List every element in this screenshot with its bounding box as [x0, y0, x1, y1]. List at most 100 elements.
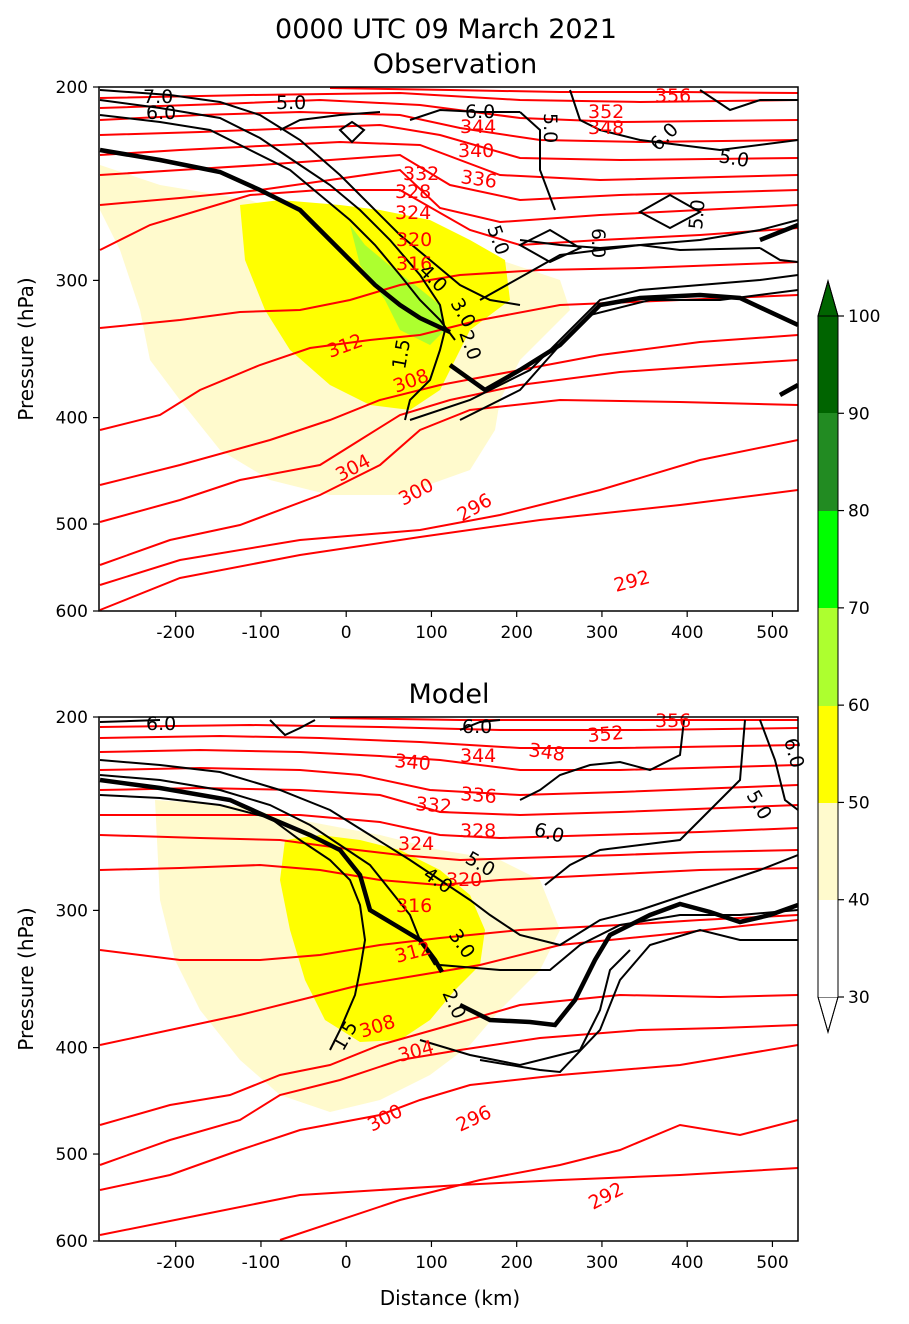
x-tick-label: 200	[500, 623, 532, 643]
y-tick-label: 600	[56, 602, 88, 622]
pv-label: 5.0	[539, 113, 561, 143]
y-tick-label: 400	[56, 409, 88, 429]
theta-label: 296	[453, 1101, 495, 1136]
theta-label: 332	[415, 793, 453, 818]
theta-label: 352	[587, 722, 625, 747]
colorbar-tick-label: 30	[848, 988, 870, 1008]
pv-label: 5.0	[685, 198, 710, 230]
panel-model: Model	[14, 679, 808, 1310]
colorbar-tick-label: 50	[848, 793, 870, 813]
theta-label: 316	[396, 253, 432, 275]
pv-label: 6.0	[587, 228, 609, 258]
theta-label: 344	[460, 116, 496, 138]
x-tick-label: 500	[756, 623, 788, 643]
pv-label: 1.5	[388, 337, 415, 371]
pv-label: 5.0	[717, 145, 751, 172]
panel-title-model: Model	[408, 679, 489, 710]
pv-label: 7.0	[143, 86, 173, 108]
pv-label: 6.0	[646, 119, 683, 156]
x-tick-label: -200	[156, 1253, 195, 1273]
colorbar-tick-label: 100	[848, 307, 880, 327]
theta-label: 340	[394, 750, 432, 775]
colorbar-tick-label: 90	[848, 404, 870, 424]
x-tick-label: 0	[341, 623, 352, 643]
y-tick-label: 300	[56, 901, 88, 921]
pv-2pvu-observation	[99, 147, 798, 397]
x-axis-observation: -200 -100 0 100 200 300 400 500	[156, 611, 789, 643]
axes-frame-observation	[98, 86, 799, 612]
colorbar-extend-high	[817, 279, 839, 317]
theta-label: 328	[395, 181, 431, 203]
x-tick-label: 300	[586, 623, 618, 643]
x-tick-label: -200	[156, 623, 195, 643]
pv-label: 6.0	[462, 716, 492, 738]
theta-contours-model	[99, 717, 798, 1241]
pv-2pvu-model	[99, 777, 798, 1028]
y-tick-label: 200	[56, 708, 88, 728]
figure-title: 0000 UTC 09 March 2021	[275, 14, 617, 45]
pv-label: 6.0	[532, 819, 567, 848]
pv-label: 5.0	[276, 92, 306, 114]
theta-label: 320	[446, 869, 482, 891]
theta-label: 324	[398, 833, 434, 855]
shade-50-60-observation	[240, 200, 510, 410]
x-tick-label: -100	[242, 623, 281, 643]
pv-label: 6.0	[146, 713, 176, 735]
theta-label: 328	[460, 820, 496, 842]
colorbar-band-90-100	[818, 316, 838, 413]
y-axis-observation: 200 300 400 500 600	[56, 78, 99, 622]
x-tick-label: 500	[756, 1253, 788, 1273]
colorbar-band-70-80	[818, 511, 838, 608]
plot-area-observation	[99, 87, 798, 611]
theta-label: 324	[395, 202, 431, 224]
y-axis-label-model: Pressure (hPa)	[14, 907, 38, 1050]
pv-label: 5.0	[742, 787, 776, 824]
panel-observation: Observation	[14, 49, 799, 643]
x-axis-label-model: Distance (km)	[380, 1286, 520, 1310]
theta-label: 300	[364, 1100, 406, 1136]
theta-label: 352	[588, 101, 624, 123]
theta-label: 320	[396, 229, 432, 251]
x-tick-label: 0	[341, 1253, 352, 1273]
theta-label: 316	[396, 895, 432, 917]
pv-label: 6.0	[146, 102, 176, 124]
colorbar-band-30-40	[818, 900, 838, 997]
colorbar-band-60-70	[818, 608, 838, 706]
colorbar-ticks: 30 40 50 60 70 80 90 100	[838, 307, 880, 1008]
theta-label: 292	[612, 566, 653, 597]
theta-contours-observation	[99, 87, 798, 611]
theta-label: 336	[459, 166, 498, 193]
colorbar-tick-label: 60	[848, 696, 870, 716]
colorbar-tick-label: 80	[848, 502, 870, 522]
x-axis-model: -200 -100 0 100 200 300 400 500	[156, 1241, 789, 1273]
colorbar-extend-low	[817, 996, 839, 1034]
x-tick-label: 100	[415, 623, 447, 643]
y-tick-label: 500	[56, 1145, 88, 1165]
theta-label: 340	[458, 140, 494, 162]
x-tick-label: 200	[500, 1253, 532, 1273]
colorbar-band-50-60	[818, 706, 838, 803]
y-tick-label: 600	[56, 1232, 88, 1252]
y-tick-label: 200	[56, 78, 88, 98]
pv-label: 6.0	[465, 101, 495, 123]
axes-frame-model	[98, 716, 799, 1242]
y-tick-label: 400	[56, 1039, 88, 1059]
colorbar-tick-label: 70	[848, 599, 870, 619]
theta-label: 348	[588, 117, 624, 139]
colorbar-tick-label: 40	[848, 891, 870, 911]
plot-area-model	[99, 717, 798, 1241]
colorbar: 30 40 50 60 70 80 90 100	[817, 279, 880, 1034]
theta-label: 336	[460, 783, 498, 808]
x-tick-label: 100	[415, 1253, 447, 1273]
x-tick-label: -100	[242, 1253, 281, 1273]
colorbar-band-80-90	[818, 413, 838, 511]
theta-label: 332	[403, 163, 439, 185]
colorbar-band-40-50	[818, 803, 838, 900]
theta-label: 292	[585, 1178, 627, 1214]
panel-title-observation: Observation	[373, 49, 537, 80]
x-tick-label: 300	[586, 1253, 618, 1273]
theta-label: 344	[460, 745, 496, 767]
theta-label: 356	[655, 710, 691, 732]
shade-50-60-model	[280, 835, 485, 1042]
